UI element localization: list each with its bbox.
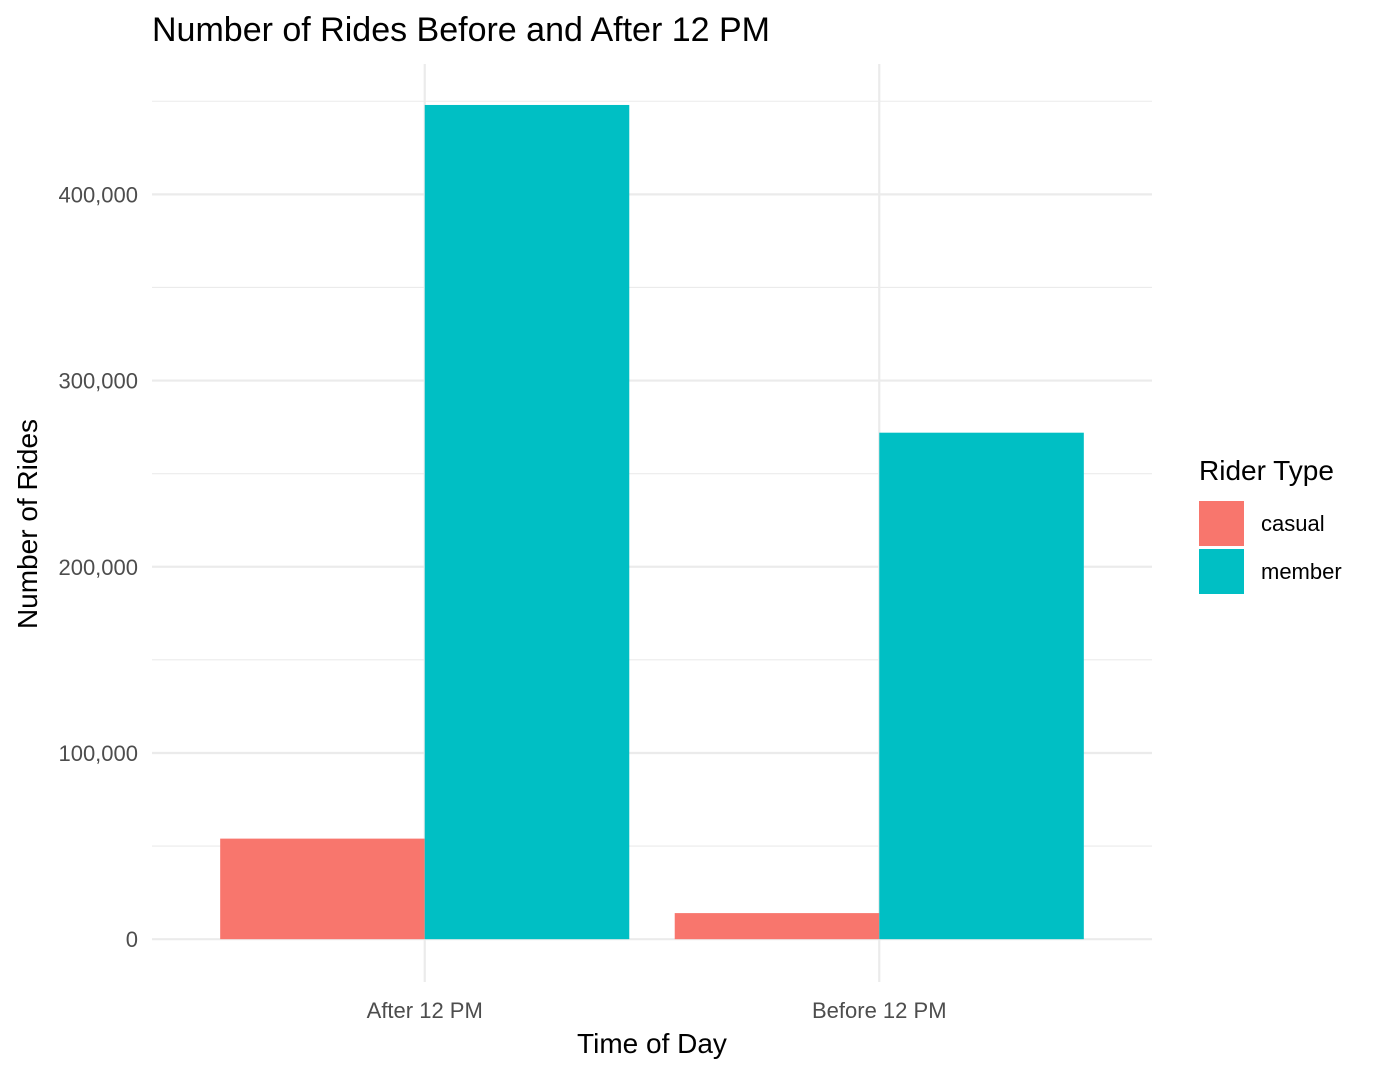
x-tick-label: Before 12 PM xyxy=(812,998,947,1023)
y-tick-label: 100,000 xyxy=(58,741,138,766)
bar-member-after-12-pm xyxy=(424,104,630,940)
legend: Rider Type casual member xyxy=(1199,455,1342,594)
bars xyxy=(220,104,1084,940)
y-tick-label: 300,000 xyxy=(58,369,138,394)
y-axis-title: Number of Rides xyxy=(12,419,43,629)
legend-key-casual xyxy=(1199,501,1244,546)
y-tick-label: 400,000 xyxy=(58,182,138,207)
legend-key-member xyxy=(1199,549,1244,594)
legend-label-member: member xyxy=(1261,559,1342,584)
y-tick-label: 0 xyxy=(126,927,138,952)
y-axis: 0 100,000 200,000 300,000 400,000 xyxy=(58,182,138,952)
bar-member-before-12-pm xyxy=(879,432,1084,940)
chart-title: Number of Rides Before and After 12 PM xyxy=(152,11,770,49)
y-tick-label: 200,000 xyxy=(58,555,138,580)
bar-casual-before-12-pm xyxy=(674,913,880,940)
x-axis: After 12 PM Before 12 PM xyxy=(367,998,947,1023)
legend-title: Rider Type xyxy=(1199,455,1334,486)
x-tick-label: After 12 PM xyxy=(367,998,483,1023)
legend-label-casual: casual xyxy=(1261,511,1325,536)
x-axis-title: Time of Day xyxy=(577,1028,727,1059)
bar-casual-after-12-pm xyxy=(220,838,425,940)
legend-items: casual member xyxy=(1199,501,1342,594)
